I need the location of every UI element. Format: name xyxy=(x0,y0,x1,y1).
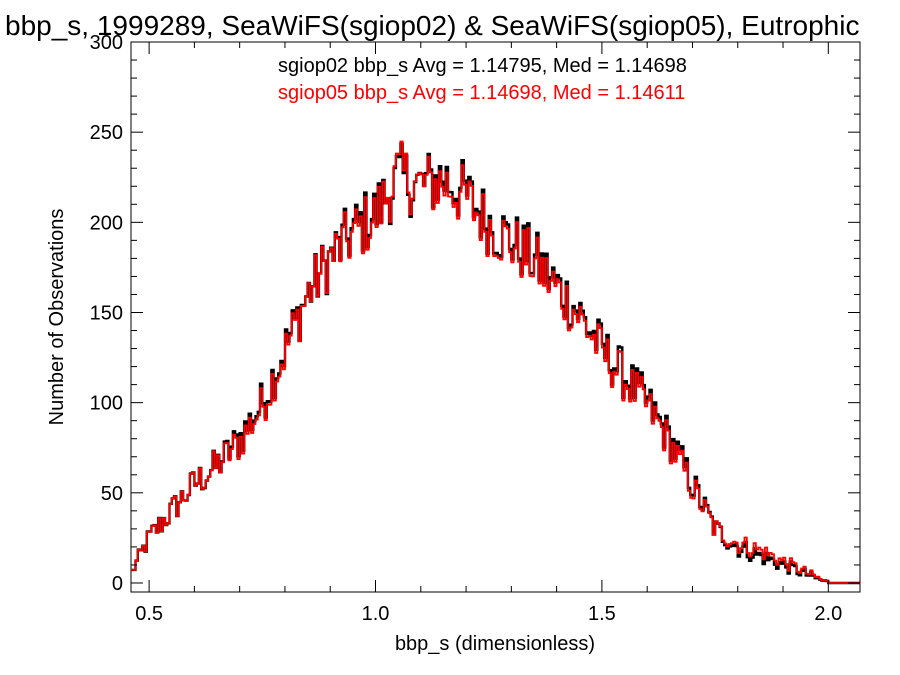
x-tick-label: 2.0 xyxy=(814,603,842,625)
y-tick-label: 50 xyxy=(101,483,123,505)
annotation-sgiop02-stats: sgiop02 bbp_s Avg = 1.14795, Med = 1.146… xyxy=(278,55,687,77)
chart-title: bbp_s, 1999289, SeaWiFS(sgiop02) & SeaWi… xyxy=(5,10,859,41)
series-layer xyxy=(131,140,860,585)
y-axis-label: Number of Observations xyxy=(46,209,68,426)
x-tick-label: 0.5 xyxy=(135,603,163,625)
y-tick-label: 0 xyxy=(112,573,123,595)
x-tick-label: 1.5 xyxy=(588,603,616,625)
plot-frame xyxy=(130,41,861,593)
y-tick-label: 300 xyxy=(90,32,123,54)
y-tick-label: 100 xyxy=(90,393,123,415)
series-line-1 xyxy=(131,140,860,584)
series-line-0 xyxy=(131,142,860,585)
y-tick-label: 200 xyxy=(90,212,123,234)
y-tick-label: 250 xyxy=(90,122,123,144)
x-tick-label: 1.0 xyxy=(362,603,390,625)
y-tick-label: 150 xyxy=(90,302,123,324)
tick-layer: 0.5 1.0 1.5 2.0 0 50 100 150 200 250 300 xyxy=(90,32,860,625)
annotation-sgiop05-stats: sgiop05 bbp_s Avg = 1.14698, Med = 1.146… xyxy=(278,82,685,104)
x-axis-label: bbp_s (dimensionless) xyxy=(395,633,595,655)
